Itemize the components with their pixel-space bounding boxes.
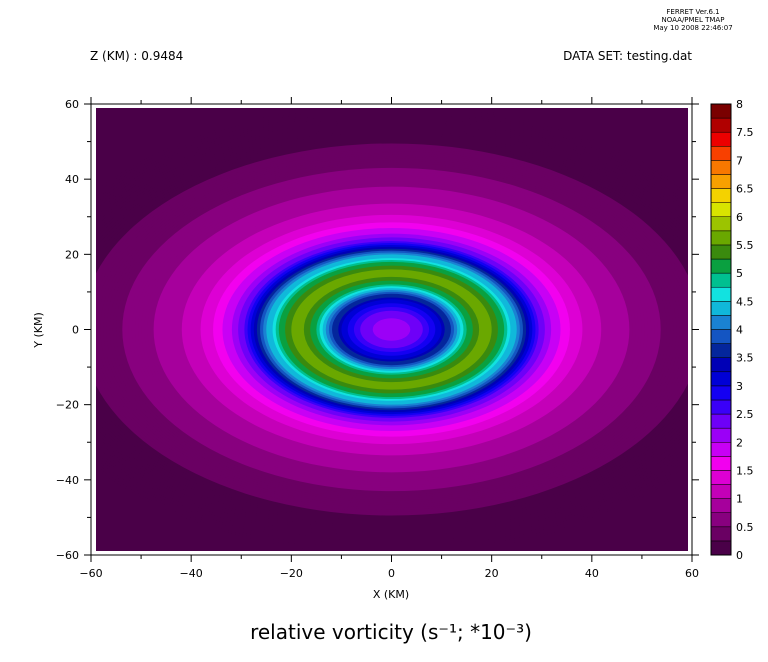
colorbar [710, 103, 732, 556]
y-tick-label: −40 [56, 474, 79, 487]
colorbar-label: 0.5 [736, 521, 754, 534]
colorbar-swatch [710, 498, 732, 513]
y-axis-label: Y (KM) [32, 312, 45, 349]
y-tick-label: 0 [72, 324, 79, 337]
colorbar-swatch [710, 456, 732, 471]
colorbar-swatch [710, 174, 732, 189]
colorbar-swatch [710, 202, 732, 217]
ferret-org: NOAA/PMEL TMAP [662, 16, 725, 24]
chart-title: relative vorticity (s⁻¹; *10⁻³) [250, 620, 532, 644]
colorbar-label: 6.5 [736, 183, 754, 196]
x-axis-label: X (KM) [373, 588, 409, 601]
y-tick-label: −20 [56, 399, 79, 412]
y-tick-label: −60 [56, 549, 79, 562]
colorbar-swatch [710, 484, 732, 499]
ferret-timestamp: May 10 2008 22:46:07 [653, 24, 732, 32]
colorbar-swatch [710, 540, 732, 556]
y-tick-label: 60 [65, 98, 79, 111]
colorbar-swatch [710, 526, 732, 542]
x-tick-label: 40 [585, 567, 599, 580]
colorbar-swatch [710, 512, 732, 528]
colorbar-swatch [710, 160, 732, 175]
plot-area [90, 103, 693, 556]
colorbar-label: 1 [736, 493, 743, 506]
y-axis: 60 40 20 0 −20 −40 −60 [56, 98, 699, 562]
colorbar-label: 5.5 [736, 239, 754, 252]
colorbar-label: 4.5 [736, 295, 754, 308]
colorbar-swatch [710, 371, 732, 387]
colorbar-label: 7.5 [736, 126, 754, 139]
colorbar-swatch [710, 399, 732, 415]
colorbar-swatch [710, 117, 732, 133]
colorbar-label: 8 [736, 98, 743, 111]
x-tick-label: 60 [685, 567, 699, 580]
colorbar-label: 6 [736, 211, 743, 224]
colorbar-label: 4 [736, 324, 743, 337]
colorbar-swatch [710, 286, 732, 302]
colorbar-swatch [710, 131, 732, 147]
colorbar-swatch [710, 188, 732, 203]
colorbar-swatch [710, 230, 732, 246]
colorbar-labels: 8 7.5 7 6.5 6 5.5 5 4.5 4 3.5 3 2.5 2 1.5 1 0.5 0 [736, 98, 754, 562]
colorbar-swatch [710, 343, 732, 358]
dataset-label: DATA SET: testing.dat [563, 49, 692, 63]
colorbar-swatch [710, 272, 732, 288]
colorbar-swatch [710, 442, 732, 457]
x-axis: −60 −40 −20 0 20 40 60 [79, 97, 699, 580]
y-tick-label: 40 [65, 173, 79, 186]
ferret-version: FERRET Ver.6.1 [666, 8, 719, 16]
z-level-label: Z (KM) : 0.9484 [90, 49, 183, 63]
colorbar-label: 3 [736, 380, 743, 393]
colorbar-swatch [710, 413, 732, 429]
colorbar-swatch [710, 315, 732, 330]
colorbar-swatch [710, 258, 732, 274]
vortex-core [375, 320, 408, 339]
contour-fill-layers [96, 108, 688, 551]
x-tick-label: −60 [79, 567, 102, 580]
colorbar-swatch [710, 301, 732, 316]
colorbar-swatch [710, 216, 732, 232]
colorbar-swatch [710, 470, 732, 485]
x-tick-label: 20 [485, 567, 499, 580]
x-tick-label: −40 [180, 567, 203, 580]
colorbar-swatch [710, 385, 732, 401]
x-tick-label: −20 [280, 567, 303, 580]
y-tick-label: 20 [65, 248, 79, 261]
colorbar-frame [710, 103, 732, 556]
colorbar-label: 5 [736, 267, 743, 280]
colorbar-label: 7 [736, 154, 743, 167]
colorbar-swatch [710, 146, 732, 161]
x-tick-label: 0 [388, 567, 395, 580]
colorbar-swatch [710, 357, 732, 373]
colorbar-swatch [710, 244, 732, 260]
colorbar-label: 2 [736, 436, 743, 449]
colorbar-label: 2.5 [736, 408, 754, 421]
colorbar-swatch [710, 329, 732, 344]
colorbar-label: 0 [736, 549, 743, 562]
colorbar-label: 1.5 [736, 464, 754, 477]
colorbar-label: 3.5 [736, 352, 754, 365]
colorbar-swatch [710, 103, 732, 119]
colorbar-swatch [710, 427, 732, 443]
